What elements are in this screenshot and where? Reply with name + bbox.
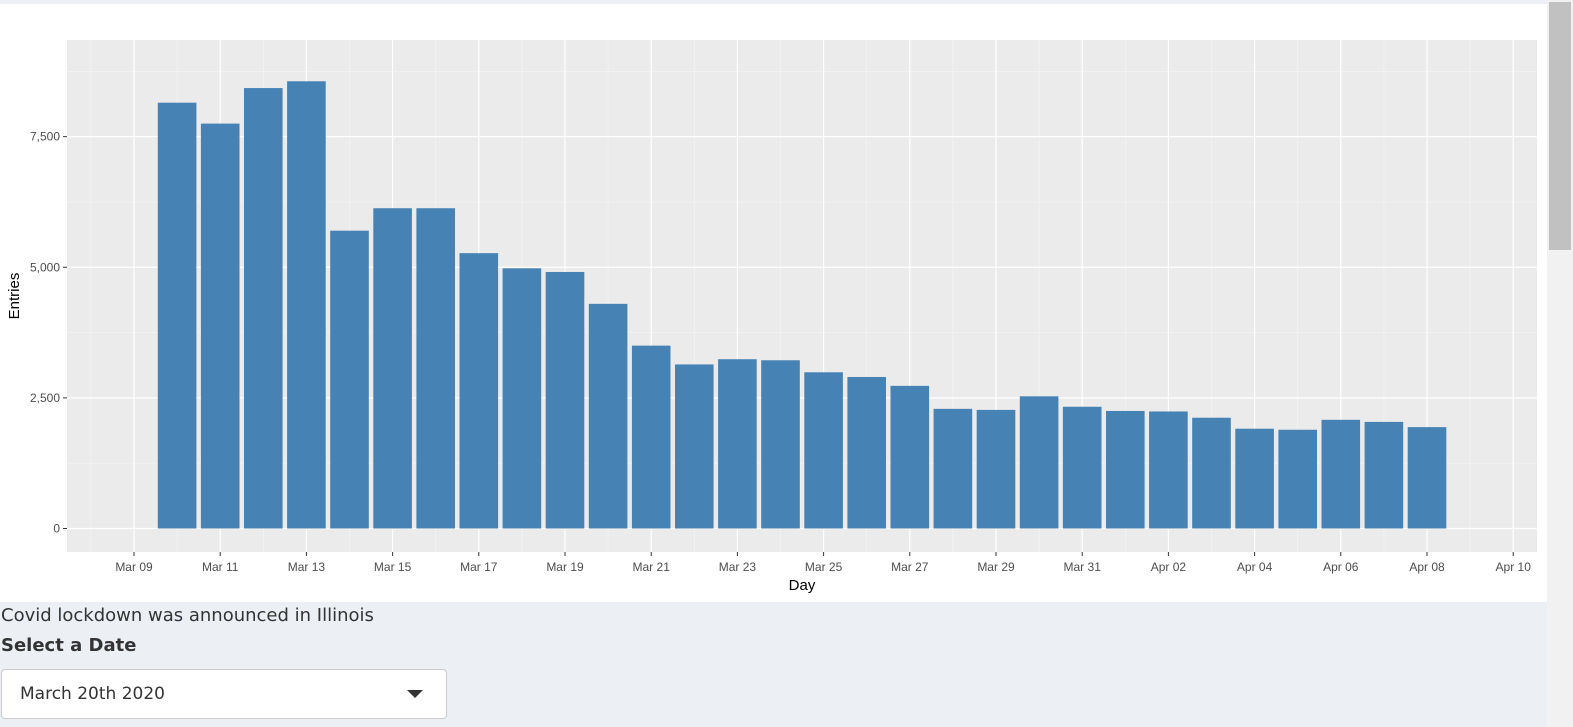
x-tick-label: Apr 10	[1496, 560, 1532, 574]
x-tick-label: Mar 31	[1064, 560, 1102, 574]
bar	[545, 271, 585, 529]
y-tick-label: 7,500	[30, 130, 60, 144]
bar	[1364, 421, 1404, 529]
bar	[416, 208, 455, 529]
x-tick-label: Mar 29	[977, 560, 1015, 574]
bar	[1278, 429, 1317, 529]
x-tick-label: Apr 04	[1237, 560, 1273, 574]
bar	[244, 88, 283, 529]
bar	[890, 385, 930, 529]
bar	[1019, 396, 1059, 529]
chart-caption: Covid lockdown was announced in Illinois	[1, 605, 374, 626]
bar	[459, 253, 499, 529]
x-tick-label: Apr 02	[1151, 560, 1187, 574]
bar	[1149, 411, 1188, 529]
bar	[1192, 417, 1231, 529]
x-tick-label: Mar 25	[805, 560, 843, 574]
y-axis-title: Entries	[6, 273, 23, 320]
bar	[804, 372, 843, 529]
bar-chart: 0 2,500 5,000 7,500 Mar 09 Mar 11 Mar 13 Mar 15…	[6, 40, 1537, 594]
bar	[1106, 410, 1145, 529]
x-tick-label: Mar 23	[719, 560, 757, 574]
x-tick-label: Mar 21	[633, 560, 671, 574]
bar	[330, 230, 369, 529]
bar	[1235, 428, 1274, 529]
x-tick-label: Mar 27	[891, 560, 929, 574]
bar	[1062, 406, 1102, 529]
x-tick-label: Mar 15	[374, 560, 412, 574]
bar	[373, 208, 412, 529]
bar	[1407, 427, 1447, 529]
date-select-label: Select a Date	[1, 635, 137, 656]
bar	[976, 409, 1016, 529]
x-tick-label: Apr 08	[1409, 560, 1445, 574]
bar	[933, 408, 973, 529]
bar	[631, 345, 671, 529]
bar	[200, 123, 240, 529]
bar	[157, 102, 197, 529]
x-tick-label: Mar 09	[115, 560, 153, 574]
bar	[1321, 419, 1361, 529]
bar	[502, 268, 542, 529]
x-tick-label: Mar 11	[202, 560, 239, 574]
x-tick-label: Mar 19	[546, 560, 584, 574]
chevron-down-icon[interactable]	[407, 690, 423, 698]
bar	[718, 359, 757, 529]
x-axis-title: Day	[789, 577, 816, 594]
chart-container: 0 2,500 5,000 7,500 Mar 09 Mar 11 Mar 13 Mar 15…	[0, 4, 1547, 602]
date-select-dropdown[interactable]: March 20th 2020	[1, 669, 447, 719]
bar	[588, 303, 628, 529]
y-tick-label: 2,500	[30, 391, 60, 405]
x-tick-label: Mar 13	[288, 560, 326, 574]
bar	[761, 360, 800, 529]
bar	[847, 376, 886, 529]
bar	[287, 81, 326, 529]
scrollbar-thumb[interactable]	[1549, 2, 1571, 250]
date-select-value: March 20th 2020	[20, 684, 165, 704]
x-tick-label: Apr 06	[1323, 560, 1359, 574]
bar	[675, 364, 714, 529]
y-tick-label: 5,000	[30, 260, 60, 274]
y-tick-label: 0	[53, 521, 60, 535]
x-tick-label: Mar 17	[460, 560, 498, 574]
